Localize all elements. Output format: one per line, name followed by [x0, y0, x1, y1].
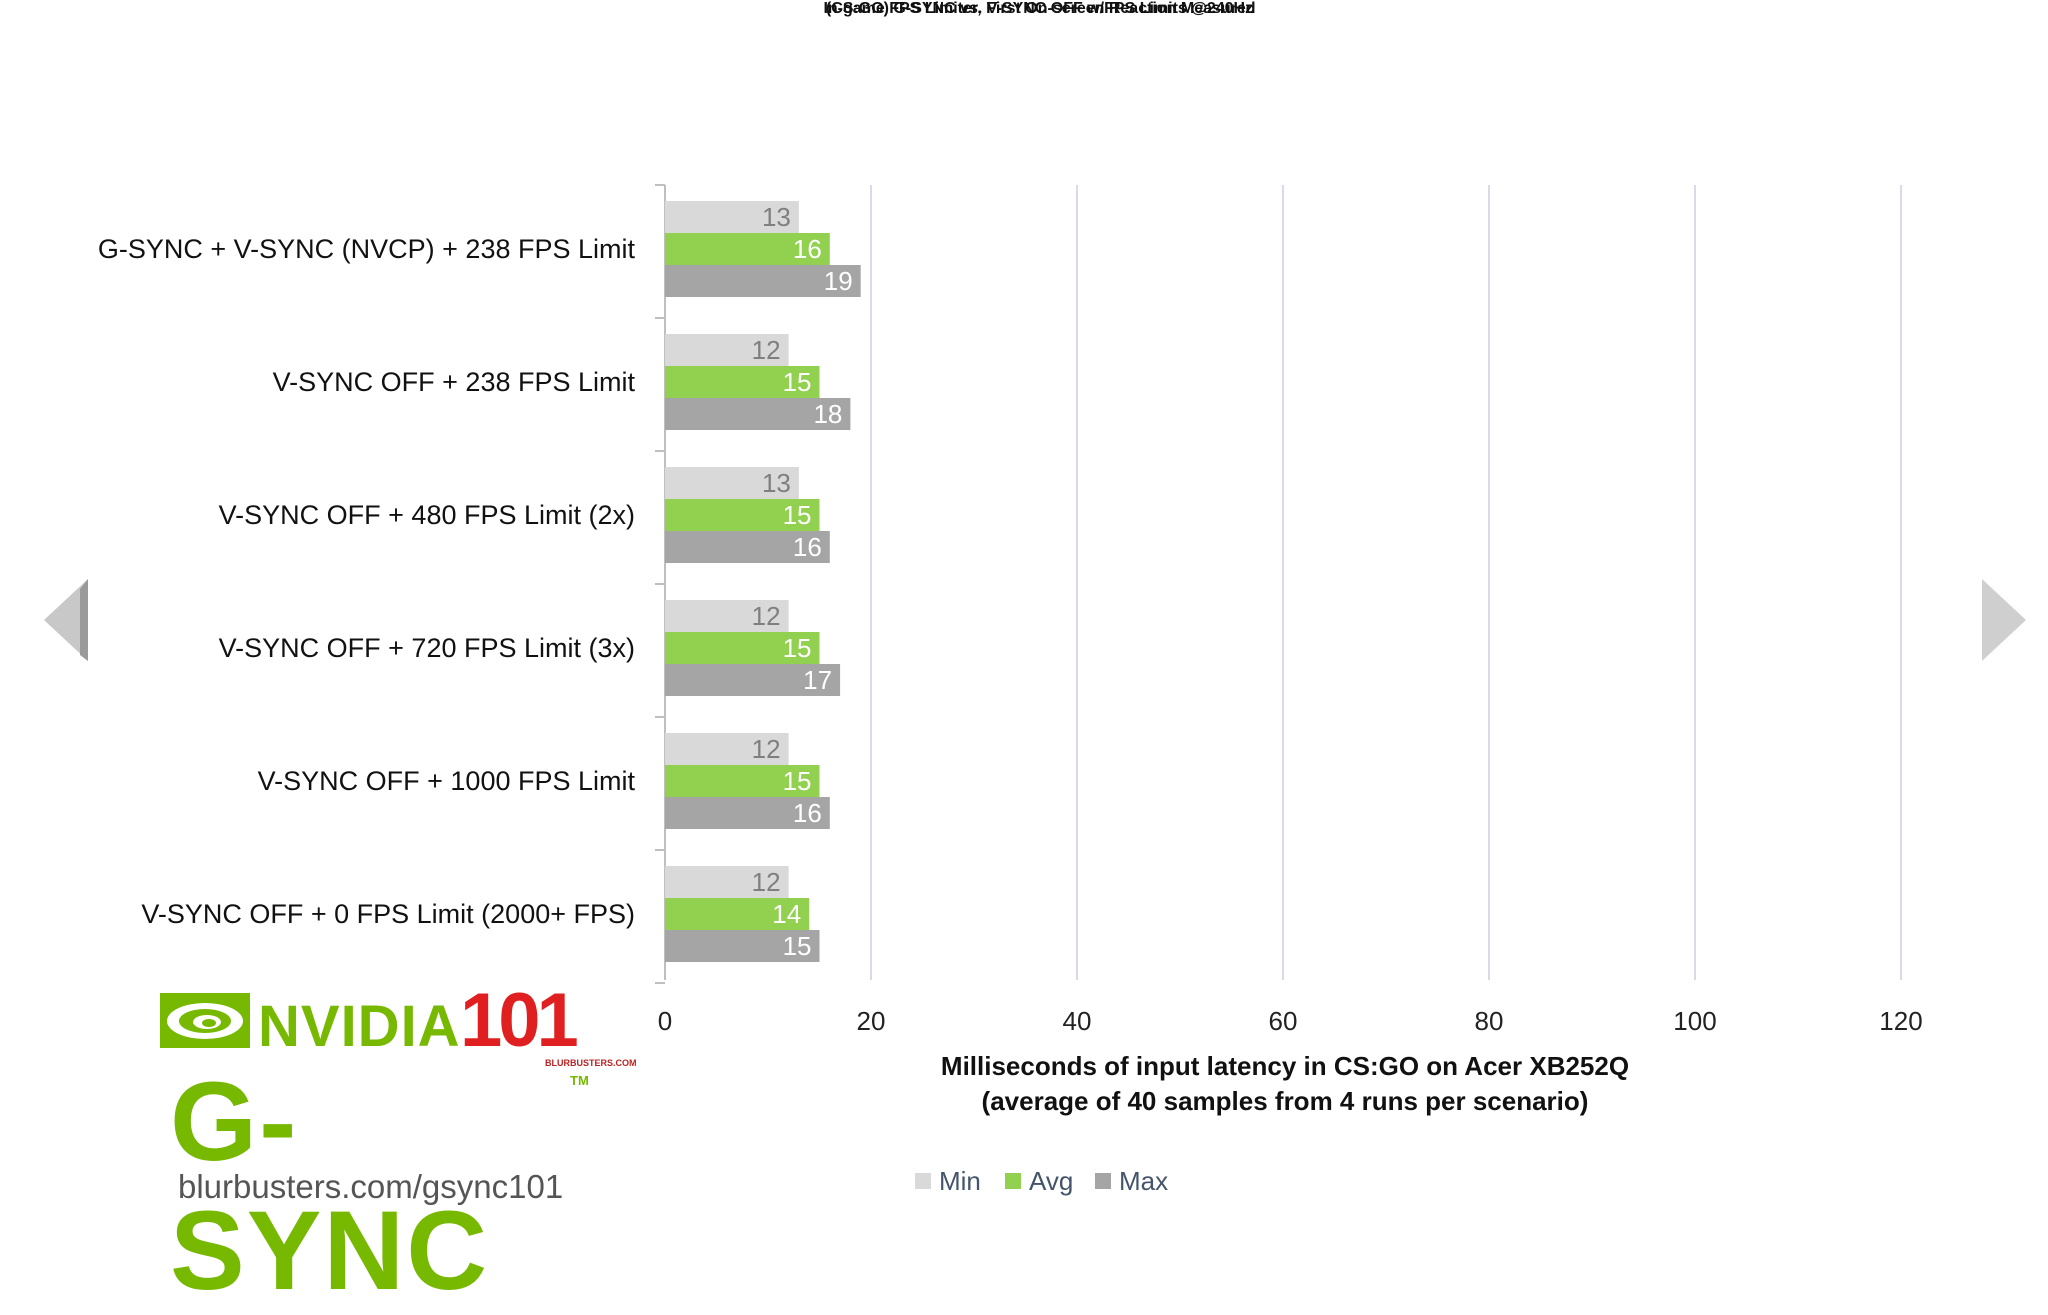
bar-value-label: 16 — [793, 798, 822, 828]
bar-value-label: 13 — [762, 468, 791, 498]
bar-value-label: 15 — [783, 500, 812, 530]
x-tick-label: 0 — [658, 1006, 672, 1036]
bar-avg — [665, 765, 820, 797]
next-slide-button[interactable] — [1978, 575, 2038, 665]
chart-title: (CS:GO) G-SYNC vs. V-SYNC OFF w/FPS Limi… — [825, 0, 1254, 17]
bar-value-label: 17 — [803, 665, 832, 695]
chevron-left-icon — [44, 579, 88, 661]
category-label: G-SYNC + V-SYNC (NVCP) + 238 FPS Limit — [98, 234, 636, 264]
bar-avg — [665, 233, 830, 265]
bar-value-label: 16 — [793, 234, 822, 264]
bar-max — [665, 664, 841, 696]
x-tick-label: 60 — [1269, 1006, 1298, 1036]
legend-label-max: Max — [1119, 1166, 1168, 1196]
bar-value-label: 12 — [752, 335, 781, 365]
bar-value-label: 14 — [772, 899, 801, 929]
legend-label-min: Min — [939, 1166, 981, 1196]
legend-swatch-avg — [1005, 1173, 1021, 1189]
bar-min — [665, 733, 789, 765]
bar-value-label: 15 — [783, 931, 812, 961]
bar-value-label: 16 — [793, 532, 822, 562]
bar-min — [665, 334, 789, 366]
legend-swatch-max — [1095, 1173, 1111, 1189]
nvidia-wordmark: NVIDIA — [258, 994, 461, 1059]
bar-value-label: 15 — [783, 633, 812, 663]
x-tick-label: 120 — [1879, 1006, 1922, 1036]
bar-avg — [665, 632, 820, 664]
legend-label-avg: Avg — [1029, 1166, 1073, 1196]
category-label: V-SYNC OFF + 238 FPS Limit — [273, 367, 636, 397]
bar-avg — [665, 499, 820, 531]
nvidia-gsync-101-logo: NVIDIA 101 BLURBUSTERS.COM G-SYNC TM blu… — [150, 978, 637, 1313]
x-axis-subtitle: (average of 40 samples from 4 runs per s… — [982, 1086, 1589, 1116]
site-url: blurbusters.com/gsync101 — [178, 1168, 564, 1205]
category-label: V-SYNC OFF + 1000 FPS Limit — [258, 766, 636, 796]
bar-value-label: 15 — [783, 367, 812, 397]
bar-value-label: 13 — [762, 202, 791, 232]
bar-min — [665, 866, 789, 898]
bar-max — [665, 531, 830, 563]
bar-min — [665, 467, 799, 499]
bar-value-label: 19 — [824, 266, 853, 296]
category-label: V-SYNC OFF + 0 FPS Limit (2000+ FPS) — [141, 899, 635, 929]
chart-subtitle: In-game FPS Limiter, First On-screen Rea… — [823, 0, 1256, 17]
category-label: V-SYNC OFF + 480 FPS Limit (2x) — [219, 500, 635, 530]
bar-value-label: 12 — [752, 867, 781, 897]
x-axis-title: Milliseconds of input latency in CS:GO o… — [941, 1051, 1629, 1081]
prev-slide-button[interactable] — [40, 575, 100, 665]
bar-max — [665, 930, 820, 962]
bar-value-label: 15 — [783, 766, 812, 796]
bar-max — [665, 398, 851, 430]
bar-max — [665, 265, 861, 297]
bar-avg — [665, 366, 820, 398]
logo-small-text: BLURBUSTERS.COM — [545, 1058, 637, 1068]
bar-value-label: 18 — [813, 399, 842, 429]
chevron-right-icon — [1982, 579, 2026, 661]
bar-value-label: 12 — [752, 734, 781, 764]
trademark: TM — [570, 1073, 589, 1088]
x-tick-label: 80 — [1475, 1006, 1504, 1036]
bar-min — [665, 600, 789, 632]
bar-chart: 0 20 40 60 80 100 120 G-SYNC + V-SYNC (NVCP) + … — [98, 184, 1923, 1196]
x-tick-label: 100 — [1673, 1006, 1716, 1036]
nvidia-eye-icon — [160, 993, 250, 1048]
bar-max — [665, 797, 830, 829]
logo-101: 101 — [460, 978, 579, 1063]
x-tick-label: 40 — [1063, 1006, 1092, 1036]
bar-value-label: 12 — [752, 601, 781, 631]
x-tick-label: 20 — [857, 1006, 886, 1036]
bar-min — [665, 201, 799, 233]
bar-avg — [665, 898, 810, 930]
legend-swatch-min — [915, 1173, 931, 1189]
category-label: V-SYNC OFF + 720 FPS Limit (3x) — [219, 633, 635, 663]
